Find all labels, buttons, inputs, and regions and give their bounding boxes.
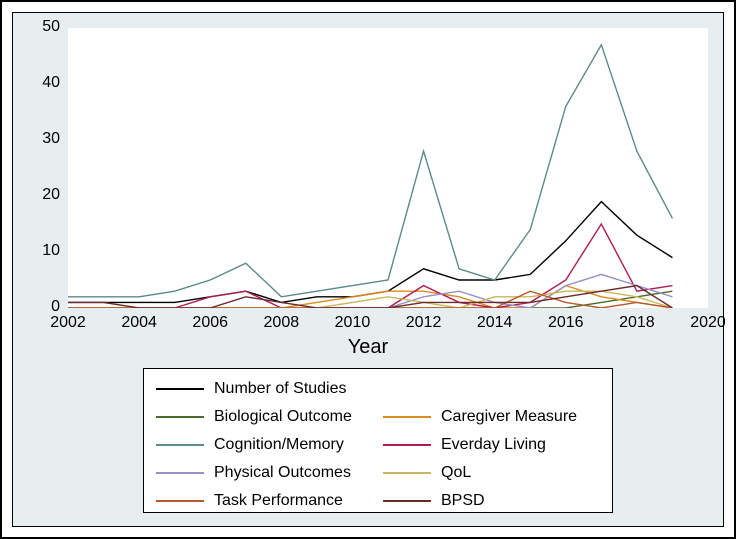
y-tick-label: 30 <box>20 130 60 148</box>
legend-item: Everday Living <box>383 433 600 457</box>
legend-swatch <box>383 444 431 446</box>
y-tick-label: 20 <box>20 186 60 204</box>
legend-grid: Number of Studies Biological Outcome Careg… <box>156 377 600 513</box>
x-tick-label: 2016 <box>544 314 588 332</box>
plot-area <box>68 28 708 308</box>
legend-item: Cognition/Memory <box>156 433 373 457</box>
x-tick-label: 2020 <box>686 314 730 332</box>
legend-label: Everday Living <box>441 436 546 454</box>
legend-label: QoL <box>441 464 471 482</box>
series-line <box>68 45 672 297</box>
legend-label: Cognition/Memory <box>214 436 344 454</box>
y-tick-label: 40 <box>20 74 60 92</box>
chart-frame-inner: 01020304050 2002200420062008201020122014… <box>12 12 724 527</box>
legend-swatch <box>156 444 204 446</box>
legend-item: Task Performance <box>156 489 373 513</box>
legend-swatch <box>383 416 431 418</box>
legend-item: Caregiver Measure <box>383 405 600 429</box>
legend-item: Biological Outcome <box>156 405 373 429</box>
line-chart-svg <box>68 28 708 308</box>
x-tick-label: 2006 <box>188 314 232 332</box>
legend-swatch <box>383 500 431 502</box>
y-tick-label: 50 <box>20 18 60 36</box>
legend-label: Caregiver Measure <box>441 408 577 426</box>
legend-item: Number of Studies <box>156 377 373 401</box>
series-line <box>68 202 672 303</box>
legend-swatch <box>156 472 204 474</box>
legend-label: Task Performance <box>214 492 343 510</box>
x-tick-label: 2002 <box>46 314 90 332</box>
x-tick-label: 2010 <box>330 314 374 332</box>
chart-frame-outer: 01020304050 2002200420062008201020122014… <box>0 0 736 539</box>
x-tick-label: 2018 <box>615 314 659 332</box>
legend-item: BPSD <box>383 489 600 513</box>
x-axis-title: Year <box>348 336 388 359</box>
x-tick-label: 2012 <box>402 314 446 332</box>
legend-label: Number of Studies <box>214 380 347 398</box>
x-tick-label: 2014 <box>473 314 517 332</box>
y-tick-label: 10 <box>20 242 60 260</box>
legend-item <box>383 377 600 401</box>
series-line <box>68 224 672 308</box>
legend-label: Physical Outcomes <box>214 464 351 482</box>
x-tick-label: 2004 <box>117 314 161 332</box>
legend-swatch <box>156 416 204 418</box>
legend-label: BPSD <box>441 492 485 510</box>
legend-swatch <box>383 472 431 474</box>
legend: Number of Studies Biological Outcome Careg… <box>143 368 613 513</box>
x-tick-label: 2008 <box>259 314 303 332</box>
legend-swatch <box>156 388 204 390</box>
legend-label: Biological Outcome <box>214 408 352 426</box>
legend-item: QoL <box>383 461 600 485</box>
legend-item: Physical Outcomes <box>156 461 373 485</box>
legend-swatch <box>156 500 204 502</box>
